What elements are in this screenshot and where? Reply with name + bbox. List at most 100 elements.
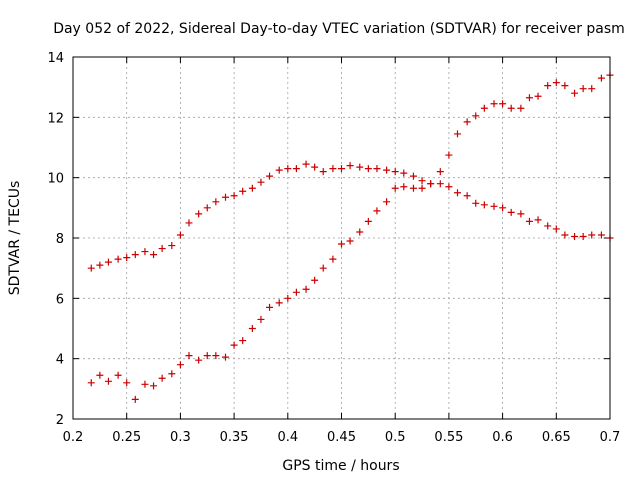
- y-tick-label: 10: [47, 172, 64, 187]
- series-lower-point: [525, 94, 533, 102]
- series-lower-point: [373, 207, 381, 215]
- series-lower-point: [123, 379, 131, 387]
- series-upper-point: [534, 216, 542, 224]
- series-upper-point: [168, 242, 176, 250]
- series-lower-point: [588, 85, 596, 93]
- series-lower-point: [445, 151, 453, 159]
- series-upper-point: [383, 166, 391, 174]
- series-lower-point: [534, 92, 542, 100]
- series-upper-point: [284, 165, 292, 173]
- series-upper-point: [588, 231, 596, 239]
- series-lower-point: [275, 299, 283, 307]
- series-lower-point: [571, 89, 579, 97]
- series-lower-point: [329, 255, 337, 263]
- x-tick-label: 0.3: [170, 430, 191, 445]
- series-lower-point: [141, 380, 149, 388]
- chart-title: Day 052 of 2022, Sidereal Day-to-day VTE…: [53, 21, 625, 37]
- y-tick-label: 4: [56, 353, 64, 368]
- series-upper-point: [499, 204, 507, 212]
- series-lower-point: [338, 240, 345, 248]
- series-upper-point: [517, 210, 525, 218]
- series-lower-point: [597, 74, 605, 82]
- series-lower-point: [453, 130, 461, 138]
- series-upper-point: [302, 160, 310, 168]
- series-lower-point: [490, 100, 498, 108]
- series-lower-point: [356, 228, 364, 236]
- series-upper-point: [275, 166, 283, 174]
- series-lower-point: [346, 237, 354, 245]
- series-upper-point: [87, 264, 95, 272]
- series-lower-point: [436, 168, 444, 176]
- series-upper-point: [356, 163, 364, 171]
- series-upper-point: [507, 208, 515, 216]
- series-lower-point: [418, 184, 426, 192]
- series-lower-point: [409, 184, 417, 192]
- x-tick-label: 0.55: [434, 430, 463, 445]
- series-lower-point: [248, 325, 256, 332]
- series-lower-point: [480, 104, 488, 112]
- series-upper-point: [311, 163, 319, 171]
- series-lower-point: [292, 288, 300, 296]
- series-lower-point: [230, 341, 238, 349]
- y-tick-label: 6: [56, 292, 64, 307]
- series-lower-point: [391, 184, 399, 192]
- series-upper-point: [597, 231, 605, 239]
- series-upper-point: [222, 193, 230, 201]
- series-lower-point: [168, 370, 176, 378]
- series-lower-point: [579, 85, 587, 93]
- series-upper-point: [158, 245, 166, 253]
- series-lower-point: [364, 217, 372, 225]
- series-lower-point: [427, 180, 435, 188]
- axis-ticks: 0.2 0.25 0.3 0.35 0.4 0.45 0.5 0.55 0.6 0.65 0.7 2 4…: [47, 51, 620, 445]
- series-lower-point: [203, 352, 211, 360]
- plot-frame: [72, 56, 611, 420]
- series-lower-point: [302, 285, 310, 293]
- series-upper-point: [104, 258, 112, 266]
- series-upper-point: [141, 248, 149, 256]
- series-upper-point: [453, 189, 461, 197]
- series-lower-point: [552, 79, 560, 87]
- series-upper-point: [571, 232, 579, 240]
- series-lower-point: [104, 377, 112, 385]
- series-upper-point: [561, 231, 569, 239]
- x-tick-label: 0.4: [277, 430, 298, 445]
- series-upper-point: [338, 165, 345, 173]
- x-axis-label: GPS time / hours: [282, 458, 399, 474]
- series-lower-point: [472, 112, 480, 120]
- series-upper-point: [292, 165, 300, 173]
- series-upper-point: [472, 199, 480, 207]
- series-upper-point: [257, 178, 265, 186]
- series-lower-point: [517, 104, 525, 112]
- series-lower-point: [284, 294, 292, 302]
- series-upper-point: [579, 232, 587, 240]
- series-lower-point: [158, 374, 166, 382]
- series-lower-point: [311, 276, 319, 284]
- series-lower-point: [257, 315, 265, 323]
- series-lower-point: [96, 371, 104, 379]
- y-tick-label: 12: [47, 111, 64, 126]
- series-upper-point: [346, 162, 354, 170]
- series-upper-point: [203, 204, 211, 212]
- series-upper-point: [463, 192, 471, 200]
- y-axis-label: SDTVAR / TECUs: [7, 181, 23, 296]
- series-upper-point: [96, 261, 104, 269]
- x-tick-label: 0.2: [63, 430, 84, 445]
- series-lower-point: [400, 183, 408, 191]
- series-lower-point: [150, 382, 158, 390]
- series-lower-point: [507, 104, 515, 112]
- series-upper-point: [123, 254, 131, 262]
- series-upper-point: [525, 217, 533, 225]
- series-upper-point: [131, 251, 139, 259]
- series-lower-point: [499, 100, 507, 108]
- series-upper-point: [400, 169, 408, 177]
- series-upper-point: [266, 172, 274, 180]
- series-upper-point: [445, 183, 453, 191]
- x-tick-label: 0.7: [600, 430, 621, 445]
- series-upper-point: [212, 198, 220, 206]
- series-upper-point: [319, 168, 327, 176]
- series-lower-point: [463, 118, 471, 126]
- series-upper-point: [230, 192, 238, 200]
- x-tick-label: 0.65: [542, 430, 571, 445]
- data-points: [87, 71, 614, 403]
